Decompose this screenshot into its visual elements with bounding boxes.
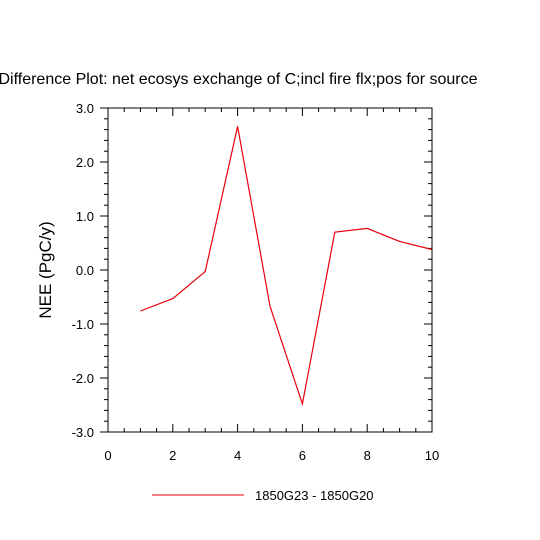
y-tick-labels: -3.0 -2.0 -1.0 0.0 1.0 2.0 3.0 [72,101,94,440]
x-tick-labels: 0 2 4 6 8 10 [104,448,439,463]
plot-frame [107,107,433,433]
x-tick-label: 4 [234,448,241,463]
x-tick-label: 10 [425,448,439,463]
axis-ticks [100,107,433,433]
y-tick-label: -3.0 [72,425,94,440]
legend-label: 1850G23 - 1850G20 [255,488,374,503]
y-tick-label: 2.0 [76,155,94,170]
y-tick-label: -1.0 [72,317,94,332]
y-tick-label: 1.0 [76,209,94,224]
x-tick-label: 0 [104,448,111,463]
y-tick-label: 0.0 [76,263,94,278]
chart-title: Difference Plot: net ecosys exchange of … [0,71,478,88]
x-tick-label: 2 [169,448,176,463]
x-tick-label: 8 [364,448,371,463]
x-tick-label: 6 [299,448,306,463]
y-axis-label: NEE (PgC/y) [36,221,55,318]
series-lines [140,126,433,407]
legend: 1850G23 - 1850G20 [152,488,374,503]
y-tick-label: -2.0 [72,371,94,386]
series-line [140,126,433,407]
y-tick-label: 3.0 [76,101,94,116]
